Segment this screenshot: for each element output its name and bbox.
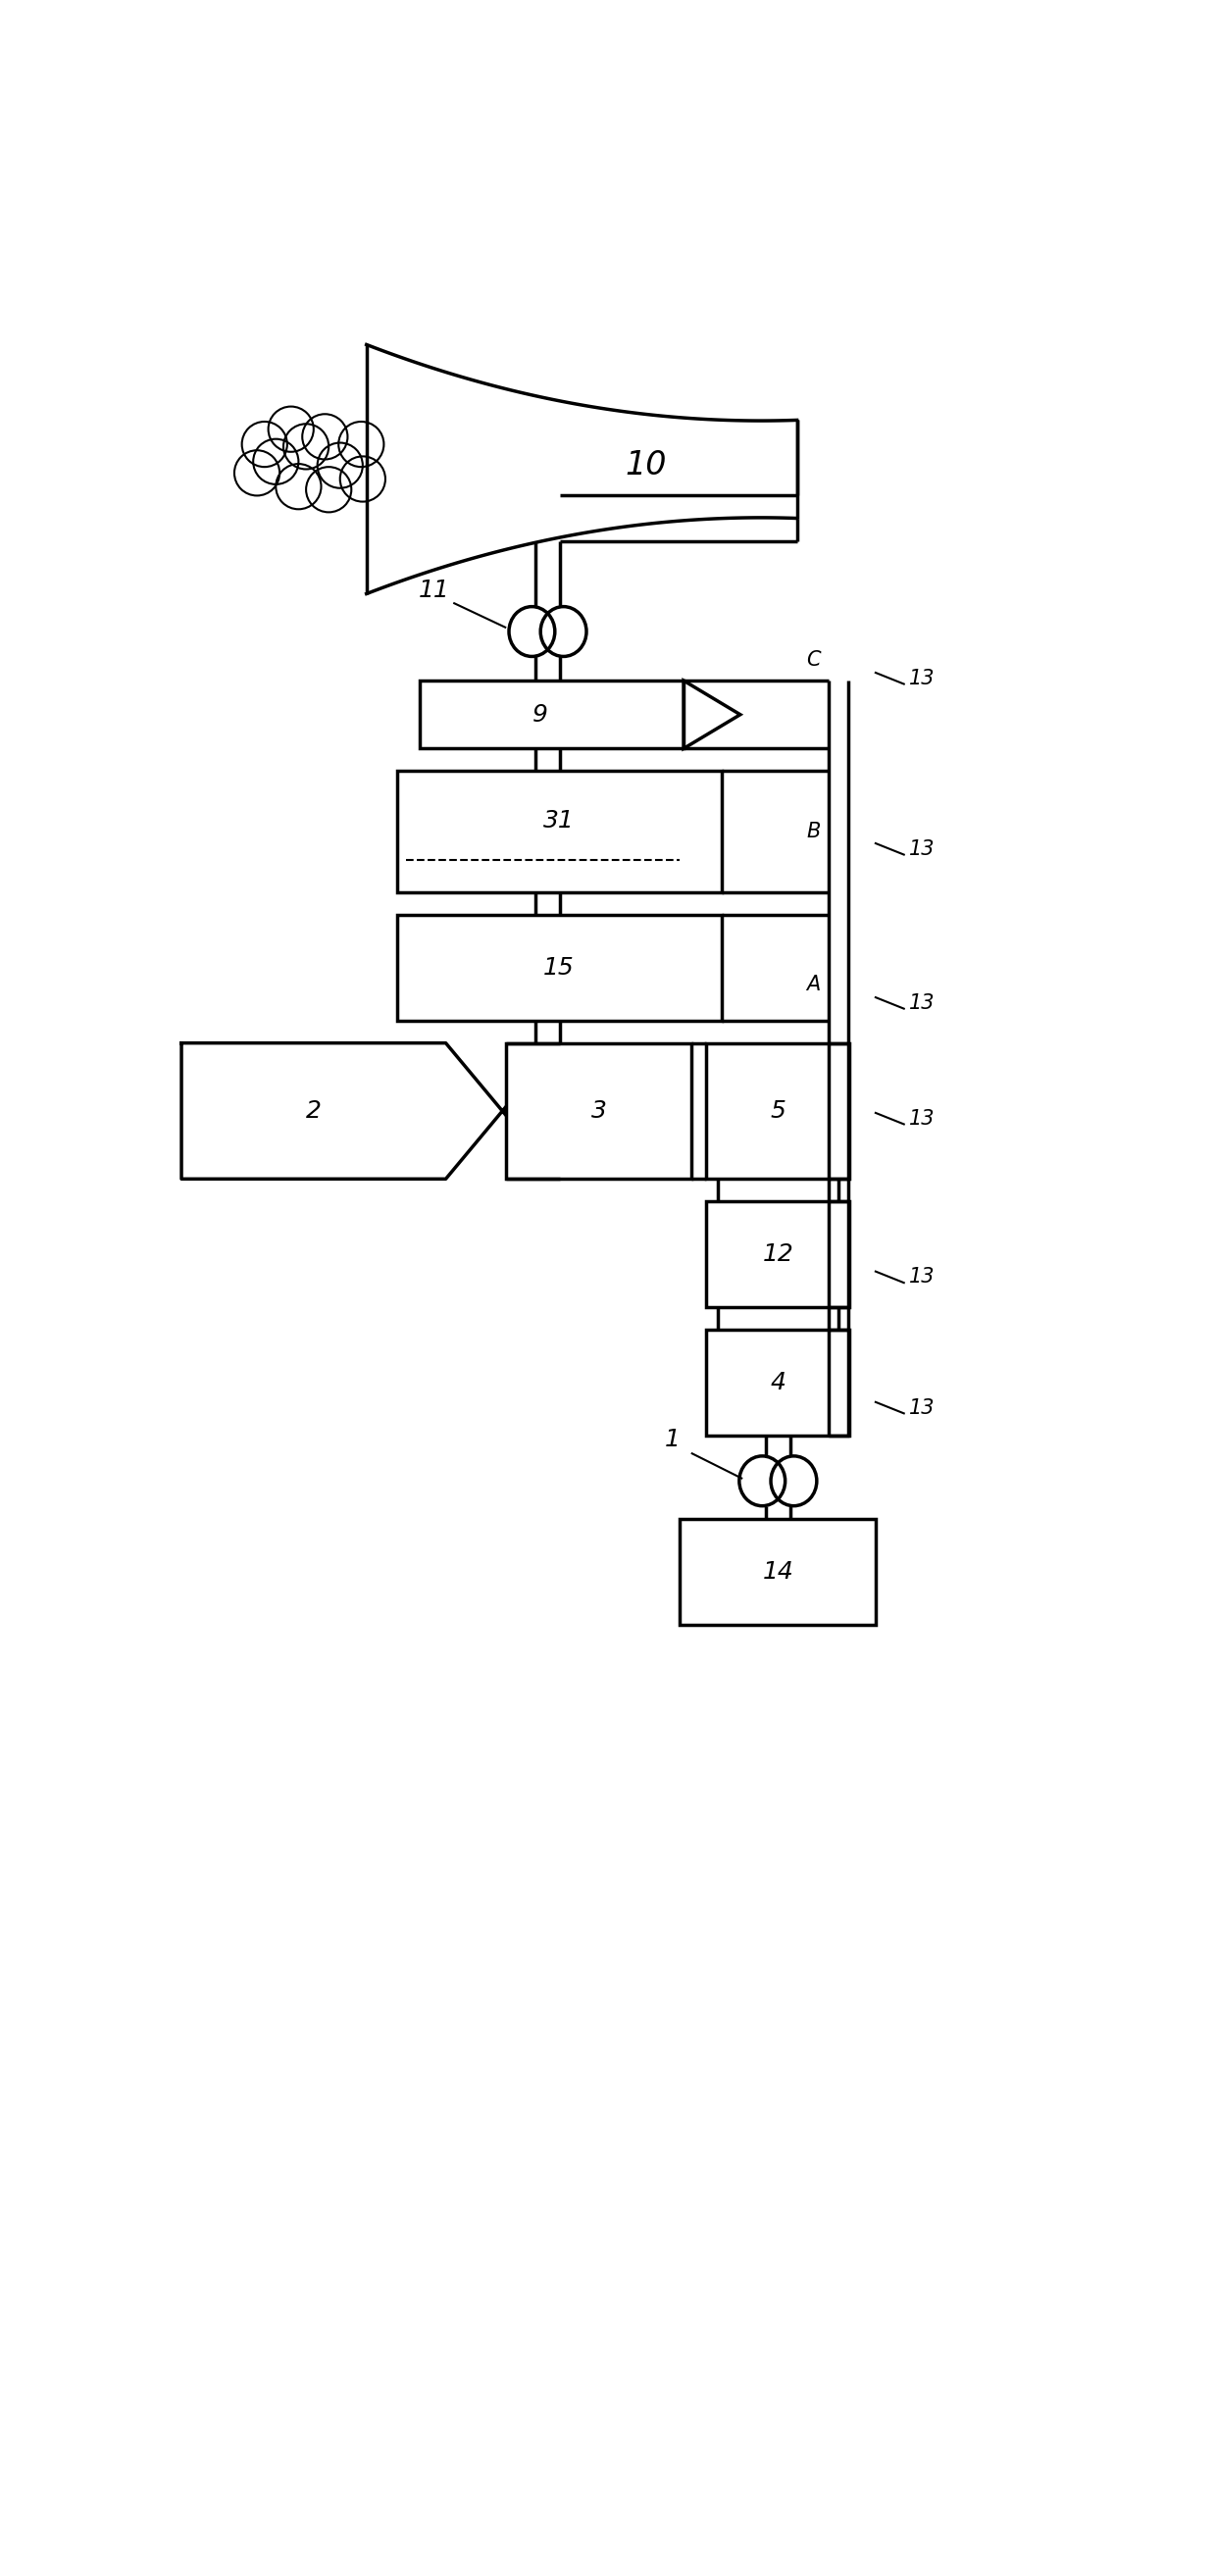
Text: 13: 13 — [908, 1267, 935, 1288]
Text: 31: 31 — [544, 809, 575, 832]
Bar — [420, 680, 683, 750]
Text: C: C — [806, 649, 821, 670]
Text: 14: 14 — [762, 1561, 794, 1584]
Text: 13: 13 — [908, 840, 935, 858]
Bar — [680, 1520, 877, 1625]
Bar — [396, 914, 721, 1020]
Text: 11: 11 — [418, 577, 450, 603]
Bar — [706, 1200, 850, 1306]
Text: 13: 13 — [908, 1399, 935, 1417]
Text: 13: 13 — [908, 1108, 935, 1128]
Text: 12: 12 — [762, 1242, 794, 1267]
Text: 13: 13 — [908, 670, 935, 688]
Text: A: A — [806, 976, 821, 994]
Text: B: B — [806, 822, 821, 842]
Text: 3: 3 — [591, 1100, 607, 1123]
Bar — [706, 1043, 850, 1180]
Text: 4: 4 — [770, 1370, 786, 1394]
Text: 10: 10 — [625, 448, 666, 482]
Text: 1: 1 — [664, 1427, 680, 1450]
Text: 5: 5 — [770, 1100, 786, 1123]
Text: 2: 2 — [306, 1100, 321, 1123]
Bar — [506, 1043, 691, 1180]
Text: 13: 13 — [908, 994, 935, 1012]
Text: 9: 9 — [533, 703, 548, 726]
Text: 15: 15 — [544, 956, 575, 979]
Bar — [396, 770, 721, 891]
Bar — [706, 1329, 850, 1435]
